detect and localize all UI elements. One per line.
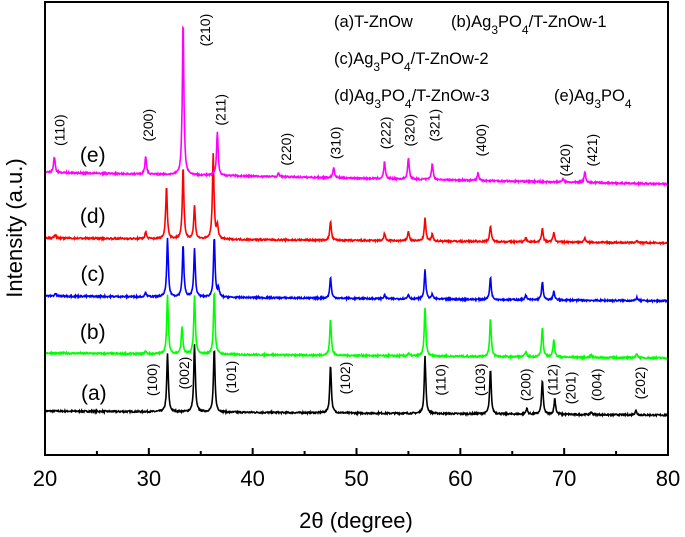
legend: (a)T-ZnOw (b)Ag3PO4/T-ZnOw-1 (c)Ag3PO4/T… bbox=[334, 13, 632, 111]
peak-annotation: (112) bbox=[545, 364, 561, 396]
legend-entry-c: (c)Ag3PO4/T-ZnOw-2 bbox=[334, 50, 489, 74]
x-axis-title: 2θ (degree) bbox=[299, 508, 413, 533]
peak-annotation: (110) bbox=[433, 364, 449, 396]
legend-entry-d: (d)Ag3PO4/T-ZnOw-3 bbox=[334, 87, 490, 111]
series-label: (a) bbox=[81, 382, 107, 405]
peak-annotation: (004) bbox=[588, 368, 604, 401]
series-line-c bbox=[44, 237, 668, 304]
peak-annotation: (103) bbox=[472, 363, 488, 396]
peak-annotation: (211) bbox=[212, 94, 228, 126]
series-line-d bbox=[44, 153, 669, 247]
x-tick-label: 30 bbox=[137, 466, 161, 491]
peak-annotation: (310) bbox=[328, 127, 344, 160]
peak-annotation: (202) bbox=[632, 367, 648, 400]
legend-entry-b: (b)Ag3PO4/T-ZnOw-1 bbox=[451, 13, 607, 37]
peak-annotation: (400) bbox=[473, 124, 489, 157]
peak-annotation: (420) bbox=[557, 144, 573, 177]
series-label: (d) bbox=[80, 205, 106, 228]
legend-entry-e: (e)Ag3PO4 bbox=[554, 87, 632, 111]
series-label: (c) bbox=[81, 263, 106, 286]
peak-annotation: (102) bbox=[337, 362, 353, 395]
peak-annotation: (002) bbox=[176, 357, 192, 390]
peak-annotation: (220) bbox=[278, 133, 294, 166]
peak-annotation: (110) bbox=[52, 114, 68, 146]
x-tick-label: 50 bbox=[344, 466, 368, 491]
series-line-a bbox=[44, 344, 668, 419]
peak-annotation: (201) bbox=[562, 372, 578, 405]
traces bbox=[44, 25, 669, 419]
series-labels: (a) (b) (c) (d) (e) bbox=[80, 144, 107, 405]
peak-annotations: (110) (200) (210) (211) (220) (310) (222) (320)… bbox=[52, 14, 648, 405]
series-line-e bbox=[44, 25, 668, 188]
legend-entry-a: (a)T-ZnOw bbox=[334, 13, 413, 31]
peak-annotation: (200) bbox=[518, 368, 534, 401]
x-tick-label: 60 bbox=[448, 466, 472, 491]
peak-annotation: (100) bbox=[144, 363, 160, 396]
peak-annotation: (320) bbox=[401, 114, 417, 147]
peak-annotation: (421) bbox=[584, 134, 600, 167]
x-tick-label: 70 bbox=[552, 466, 576, 491]
peak-annotation: (101) bbox=[223, 361, 239, 394]
y-axis-title: Intensity (a.u.) bbox=[2, 158, 27, 297]
x-tick-label: 40 bbox=[240, 466, 264, 491]
series-label: (e) bbox=[80, 144, 106, 167]
x-tick-label: 20 bbox=[33, 466, 57, 491]
x-tick-label: 80 bbox=[656, 466, 680, 491]
x-axis: 20 30 40 50 60 70 80 bbox=[33, 448, 680, 491]
peak-annotation: (222) bbox=[378, 117, 394, 150]
series-line-b bbox=[44, 291, 669, 361]
peak-annotation: (210) bbox=[197, 14, 213, 47]
peak-annotation: (321) bbox=[426, 109, 442, 142]
peak-annotation: (200) bbox=[140, 109, 156, 142]
series-label: (b) bbox=[80, 321, 106, 344]
